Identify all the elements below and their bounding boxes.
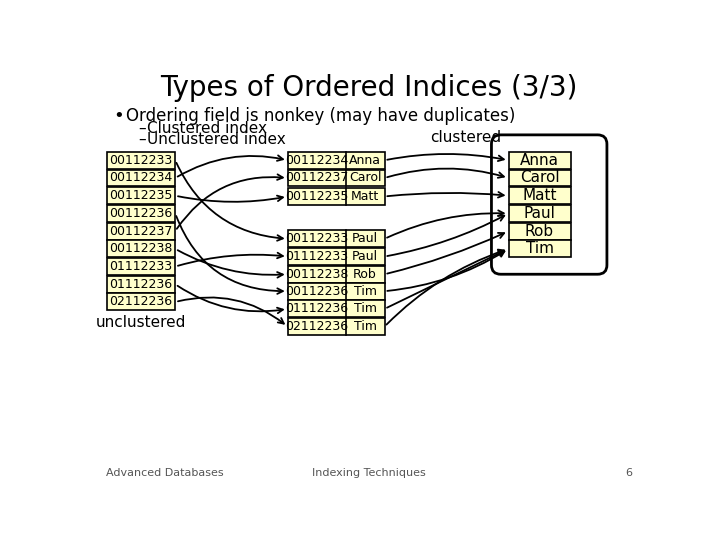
FancyBboxPatch shape — [287, 188, 384, 205]
Text: 02112236: 02112236 — [285, 320, 348, 333]
FancyBboxPatch shape — [107, 240, 175, 257]
Text: 00112235: 00112235 — [109, 189, 173, 202]
FancyBboxPatch shape — [287, 283, 384, 300]
Text: clustered: clustered — [431, 131, 501, 145]
Text: Types of Ordered Indices (3/3): Types of Ordered Indices (3/3) — [161, 74, 577, 102]
Text: Carol: Carol — [349, 172, 382, 185]
Text: Rob: Rob — [354, 268, 377, 281]
Text: Anna: Anna — [520, 153, 559, 168]
Text: 00112237: 00112237 — [109, 225, 173, 238]
Text: 00112234: 00112234 — [285, 154, 348, 167]
Text: 01112233: 01112233 — [285, 250, 348, 263]
Text: Indexing Techniques: Indexing Techniques — [312, 468, 426, 478]
Text: 00112238: 00112238 — [285, 268, 348, 281]
FancyBboxPatch shape — [287, 152, 384, 168]
Text: 02112236: 02112236 — [109, 295, 173, 308]
FancyBboxPatch shape — [287, 170, 384, 186]
Text: Matt: Matt — [351, 190, 379, 203]
Text: •: • — [113, 107, 124, 125]
FancyBboxPatch shape — [107, 222, 175, 240]
Text: Carol: Carol — [520, 171, 559, 186]
Text: 00112237: 00112237 — [285, 172, 348, 185]
FancyBboxPatch shape — [107, 152, 175, 168]
FancyBboxPatch shape — [107, 276, 175, 293]
Text: Advanced Databases: Advanced Databases — [106, 468, 223, 478]
Text: 00112233: 00112233 — [109, 154, 173, 167]
Text: 6: 6 — [626, 468, 632, 478]
Text: Rob: Rob — [525, 224, 554, 239]
Text: 00112233: 00112233 — [285, 232, 348, 245]
FancyBboxPatch shape — [508, 222, 570, 240]
Text: 01112233: 01112233 — [109, 260, 173, 273]
FancyBboxPatch shape — [107, 205, 175, 222]
Text: Tim: Tim — [526, 241, 554, 256]
Text: Tim: Tim — [354, 302, 377, 315]
FancyBboxPatch shape — [107, 170, 175, 186]
Text: Unclustered index: Unclustered index — [148, 132, 286, 147]
FancyBboxPatch shape — [107, 187, 175, 204]
FancyBboxPatch shape — [508, 152, 570, 168]
FancyBboxPatch shape — [508, 187, 570, 204]
Text: Anna: Anna — [349, 154, 381, 167]
FancyBboxPatch shape — [287, 231, 384, 247]
Text: 01112236: 01112236 — [285, 302, 348, 315]
Text: 00112236: 00112236 — [109, 207, 173, 220]
FancyBboxPatch shape — [287, 300, 384, 318]
Text: Clustered index: Clustered index — [148, 121, 267, 136]
Text: 00112236: 00112236 — [285, 285, 348, 298]
FancyBboxPatch shape — [508, 240, 570, 257]
Text: Paul: Paul — [352, 232, 378, 245]
Text: Tim: Tim — [354, 285, 377, 298]
FancyBboxPatch shape — [107, 294, 175, 310]
Text: Ordering field is nonkey (may have duplicates): Ordering field is nonkey (may have dupli… — [126, 107, 515, 125]
Text: –: – — [138, 121, 145, 136]
Text: Matt: Matt — [522, 188, 557, 203]
Text: 00112235: 00112235 — [285, 190, 348, 203]
Text: 01112236: 01112236 — [109, 278, 173, 291]
Text: Paul: Paul — [352, 250, 378, 263]
FancyBboxPatch shape — [508, 205, 570, 222]
FancyBboxPatch shape — [287, 248, 384, 265]
FancyBboxPatch shape — [287, 318, 384, 335]
FancyBboxPatch shape — [508, 170, 570, 186]
FancyBboxPatch shape — [107, 258, 175, 275]
Text: –: – — [138, 132, 145, 147]
Text: 00112234: 00112234 — [109, 172, 173, 185]
Text: 00112238: 00112238 — [109, 242, 173, 255]
Text: unclustered: unclustered — [96, 315, 186, 330]
Text: Tim: Tim — [354, 320, 377, 333]
FancyBboxPatch shape — [287, 266, 384, 283]
Text: Paul: Paul — [523, 206, 555, 221]
